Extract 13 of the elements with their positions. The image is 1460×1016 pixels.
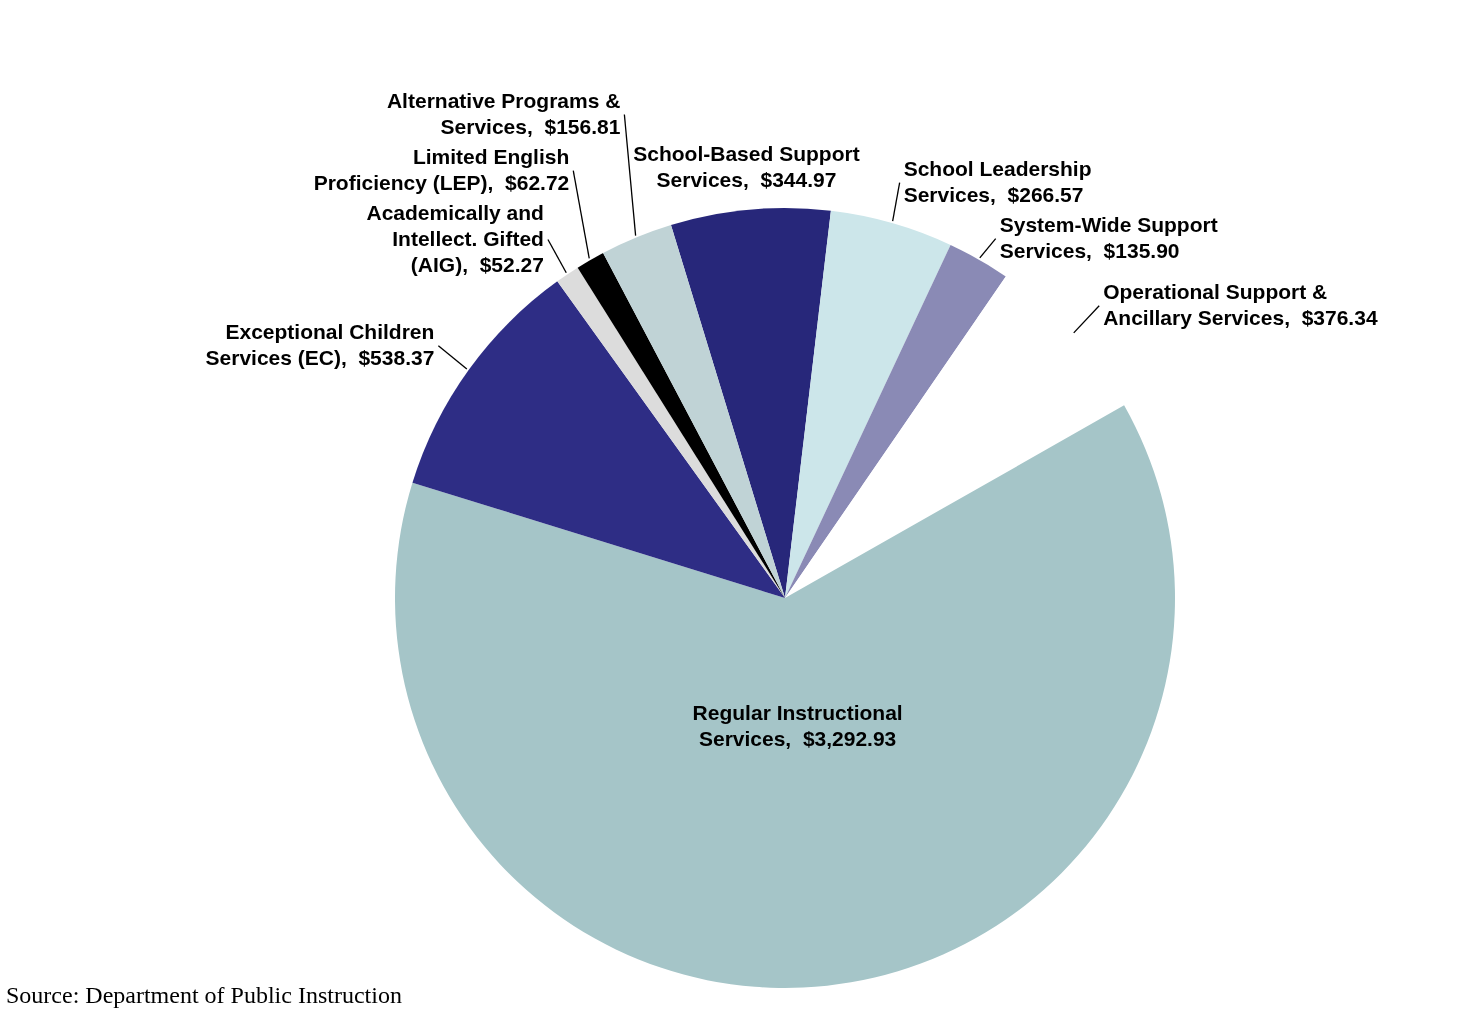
pie-slice bbox=[603, 225, 785, 598]
pie-slice bbox=[395, 405, 1175, 988]
slice-label: Alternative Programs & Services, $156.81 bbox=[386, 88, 621, 138]
slice-label: Limited English Proficiency (LEP), $62.72 bbox=[313, 144, 570, 194]
source-note: Source: Department of Public Instruction bbox=[6, 982, 402, 1008]
slice-label: School-Based Support Services, $344.97 bbox=[633, 141, 860, 191]
slice-label: Regular Instructional Services, $3,292.93 bbox=[692, 701, 903, 751]
slice-label: Exceptional Children Services (EC), $538.37 bbox=[205, 319, 435, 369]
pie-slice bbox=[785, 210, 951, 598]
slice-label: Operational Support & Ancillary Services, $376.34 bbox=[1103, 279, 1378, 329]
slice-label: Academically and Intellect. Gifted (AIG), $52.27 bbox=[366, 200, 544, 276]
slice-label: System-Wide Support Services, $135.90 bbox=[999, 212, 1218, 262]
slice-label: School Leadership Services, $266.57 bbox=[903, 156, 1092, 206]
